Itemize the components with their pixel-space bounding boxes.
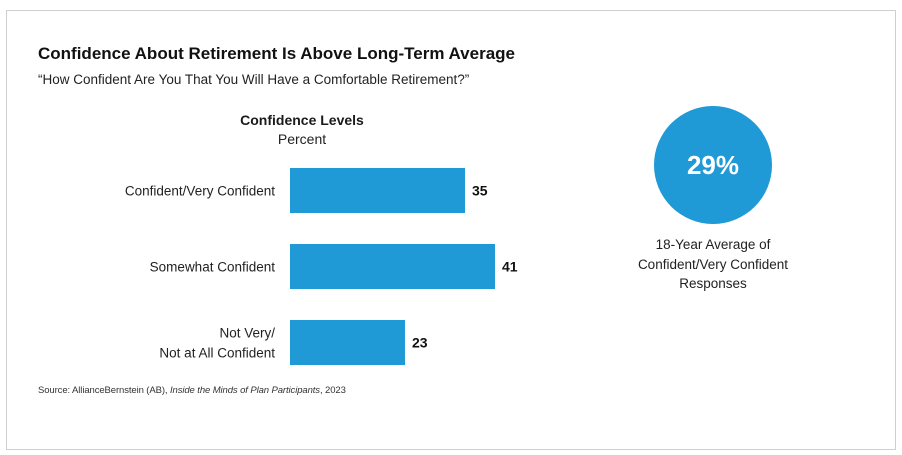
category-label: Not Very/ (219, 326, 275, 341)
bar (290, 320, 405, 365)
source-publication: Inside the Minds of Plan Participants (169, 385, 320, 396)
bar-value-label: 23 (412, 335, 428, 351)
bar (290, 244, 495, 289)
bar-value-label: 35 (472, 183, 488, 199)
average-caption-line: Confident/Very Confident (637, 256, 789, 272)
source-note: Source: AllianceBernstein (AB), Inside t… (38, 385, 346, 396)
page-title: Confidence About Retirement Is Above Lon… (38, 44, 516, 63)
chart-title: Confidence Levels (240, 112, 364, 128)
source-suffix: , 2023 (319, 385, 346, 396)
chart-unit-label: Percent (277, 131, 327, 147)
source-prefix: Source: AllianceBernstein (AB), (38, 385, 170, 396)
category-label: Somewhat Confident (150, 260, 276, 275)
category-label: Confident/Very Confident (125, 184, 275, 199)
chart-heading: Confidence Levels Percent (202, 111, 402, 149)
average-value: 29% (686, 149, 740, 180)
category-label: Not at All Confident (159, 346, 275, 361)
page-subtitle: “How Confident Are You That You Will Hav… (38, 72, 470, 87)
bar (290, 168, 465, 213)
bar-value-label: 41 (502, 259, 518, 275)
average-circle: 29% (654, 106, 772, 224)
average-caption-line: Responses (679, 276, 747, 291)
average-caption-line: 18-Year Average of (655, 237, 771, 252)
bar-chart: 35 Confident/Very Confident 41 Somewhat Con… (125, 168, 518, 365)
chart-frame (6, 10, 896, 450)
average-caption: 18-Year Average of Confident/Very Confid… (612, 235, 814, 294)
